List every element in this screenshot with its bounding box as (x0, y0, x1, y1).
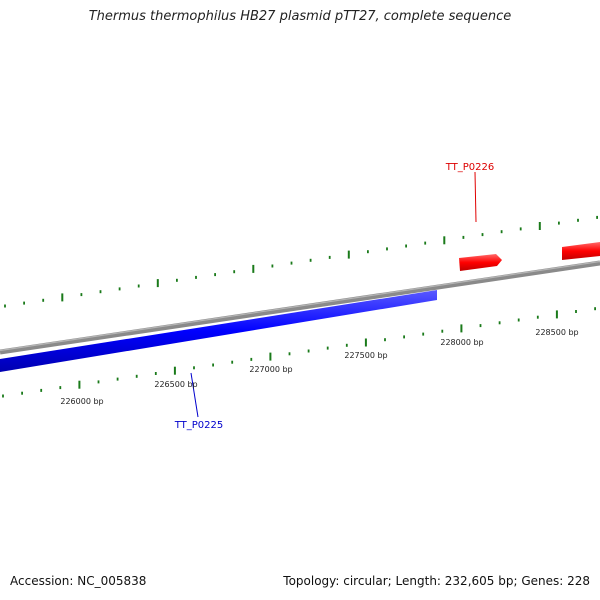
scale-label: 227500 bp (344, 351, 387, 360)
gene-label-leader (190, 372, 199, 418)
scale-label: 226500 bp (154, 380, 197, 389)
accession-text: Accession: NC_005838 (10, 574, 147, 588)
scale-label: 227000 bp (249, 365, 292, 374)
scale-label: 228500 bp (535, 328, 578, 337)
gene-label-tt-p0226[interactable]: TT_P0226 (445, 162, 495, 173)
map-title: Thermus thermophilus HB27 plasmid pTT27,… (88, 9, 512, 24)
gene-tt-p0226[interactable] (459, 254, 502, 271)
backbone-line (0, 260, 600, 355)
gene-tt-p0225[interactable] (0, 290, 437, 372)
gene-label-tt-p0225[interactable]: TT_P0225 (174, 420, 224, 431)
scale-label: 228000 bp (440, 338, 483, 347)
summary-text: Topology: circular; Length: 232,605 bp; … (283, 574, 590, 588)
outer-tick-row (4, 215, 598, 308)
inner-tick-row (2, 307, 596, 398)
gene-tt-p0227[interactable] (562, 242, 600, 260)
scale-label: 226000 bp (60, 397, 103, 406)
gene-label-leader (474, 171, 477, 223)
